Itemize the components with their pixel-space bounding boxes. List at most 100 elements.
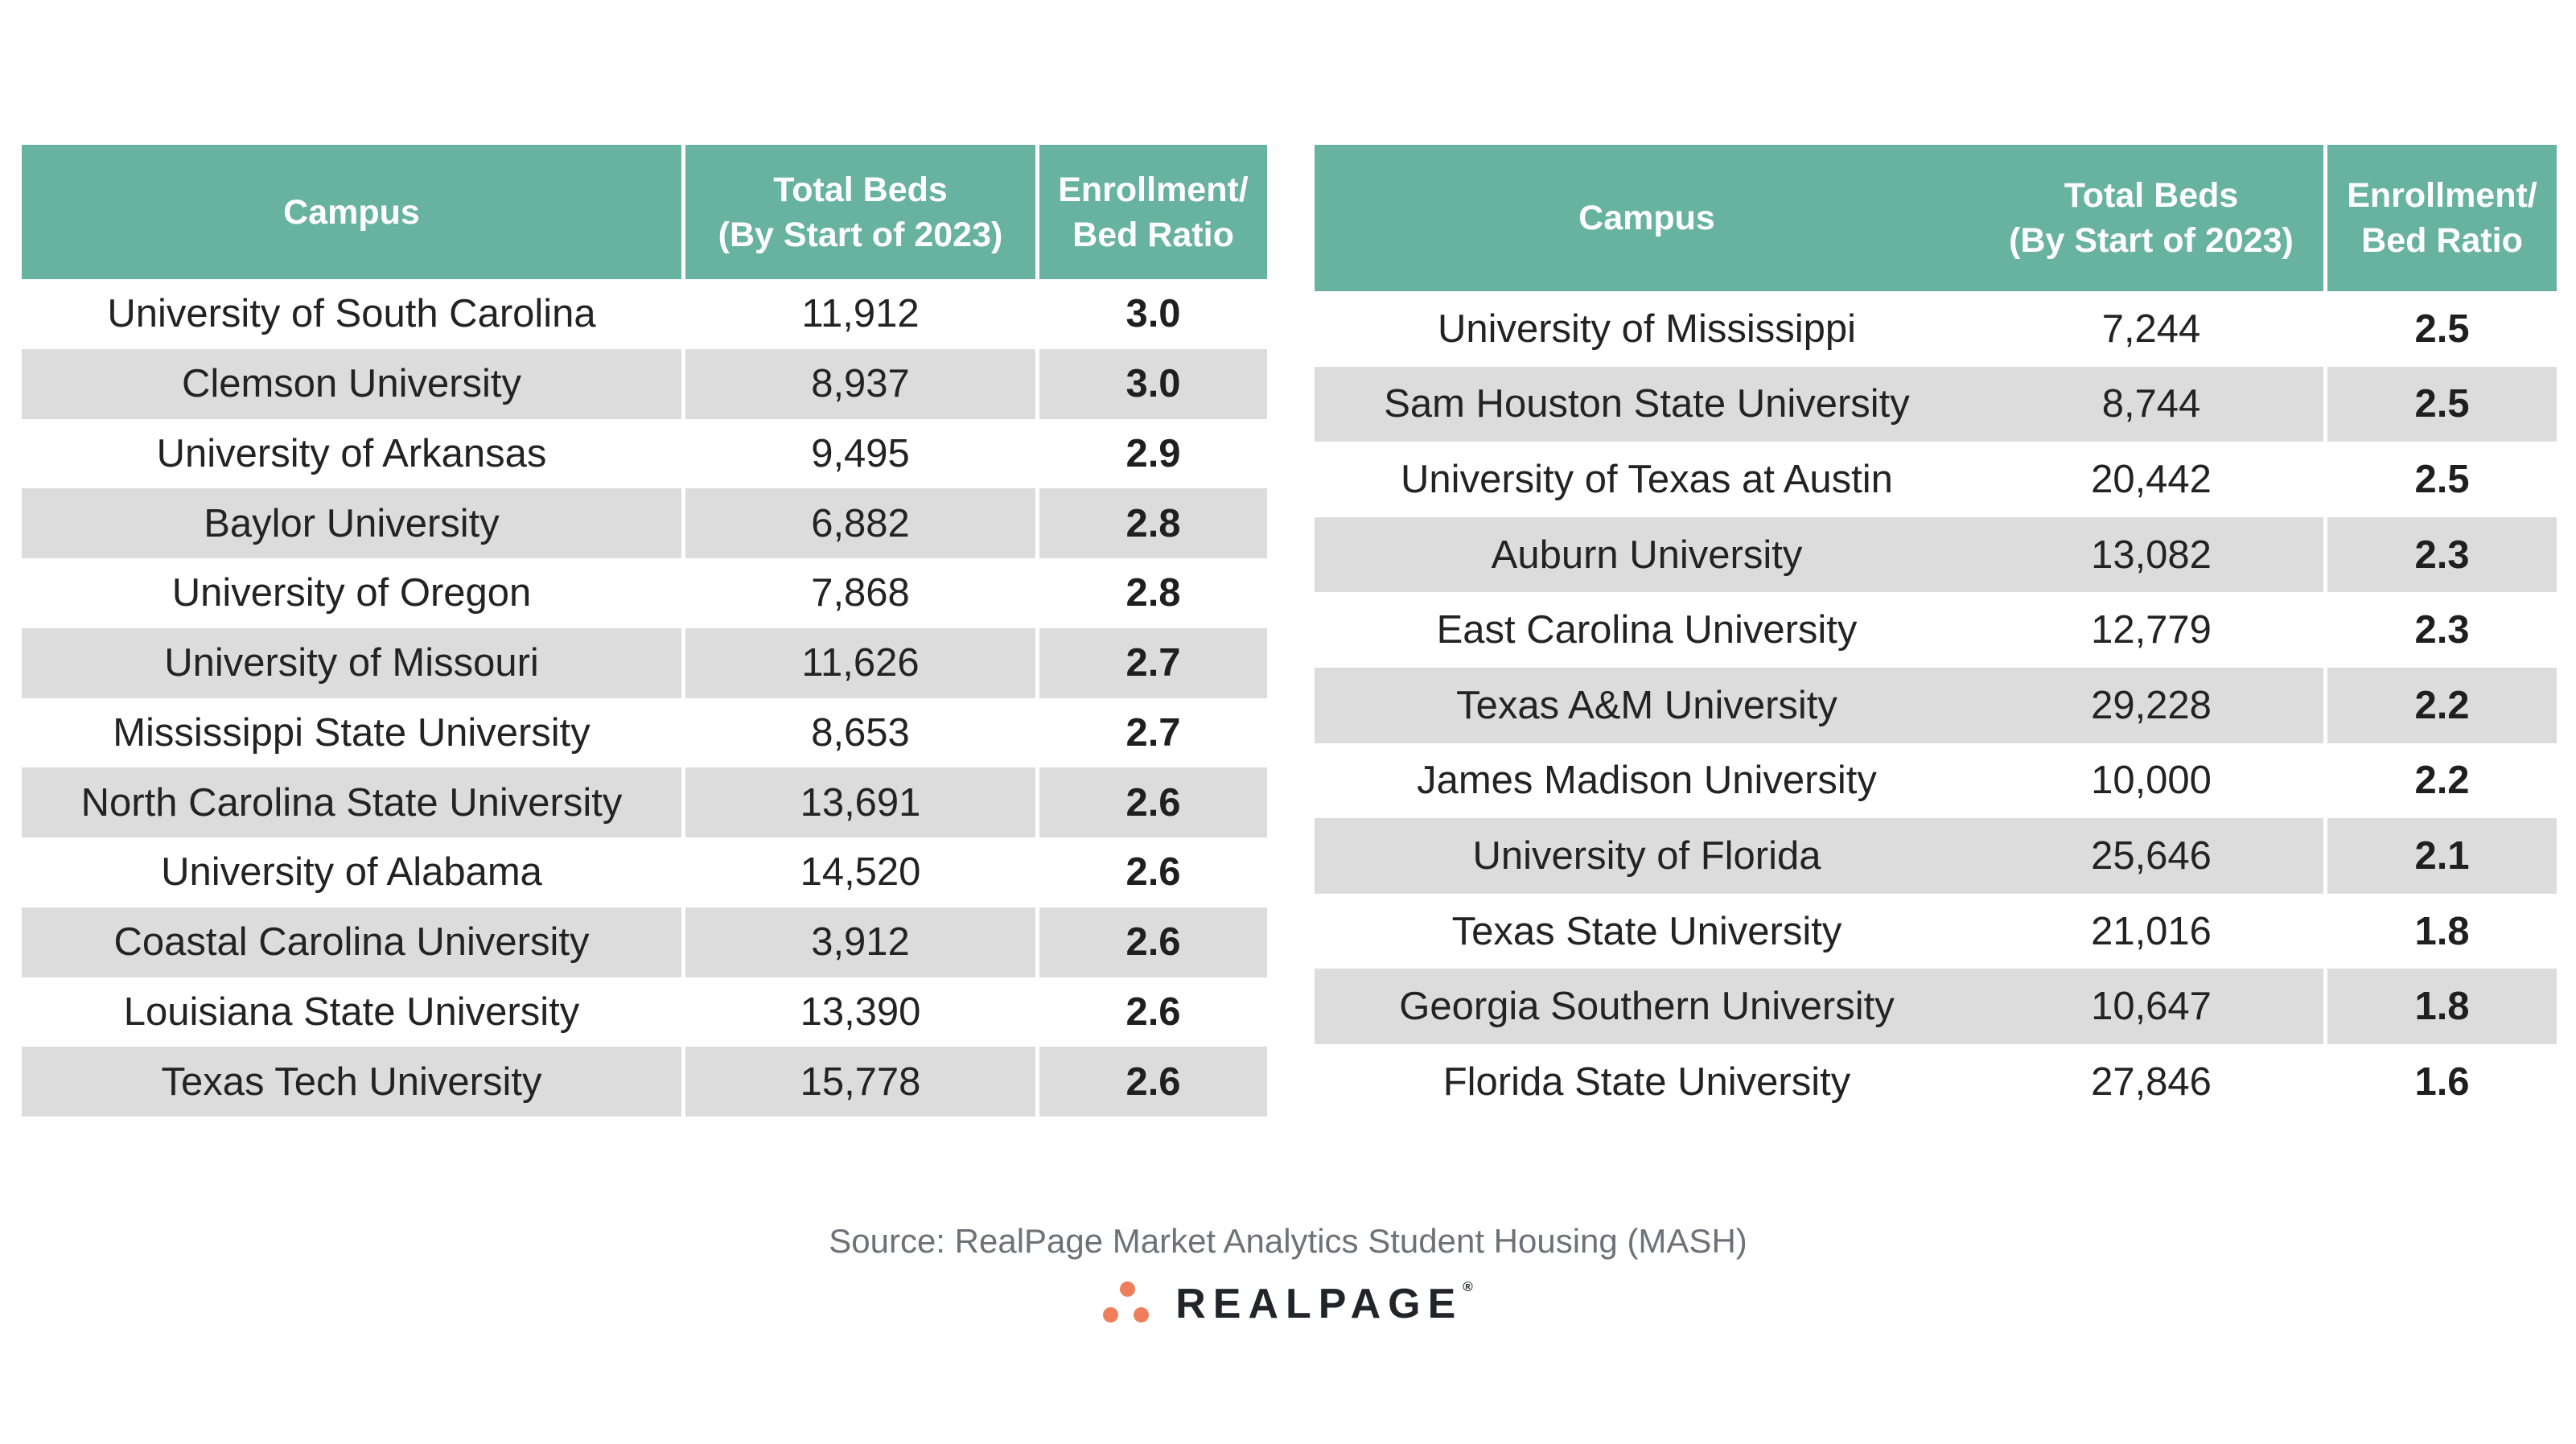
enrollment-bed-ratio-cell: 2.6 [1035,837,1267,907]
table-row: Sam Houston State University 8,744 2.5 [1315,366,2557,442]
table-body: University of South Carolina 11,912 3.0 … [22,279,1267,1117]
campus-cell: University of South Carolina [107,292,596,336]
enrollment-bed-ratio-cell: 3.0 [1035,279,1267,349]
enrollment-bed-ratio-cell: 2.2 [2323,743,2557,819]
header-label-line2: (By Start of 2023) [718,215,1003,254]
enrollment-bed-ratio-cell: 2.7 [1035,697,1267,768]
campus-cell: University of Florida [1472,833,1821,878]
column-header-enrollment-bed-ratio: Enrollment/ Bed Ratio [1035,145,1267,279]
logo-dot-bottom-left [1103,1307,1119,1323]
campus-cell: University of Oregon [171,571,532,615]
registered-trademark-symbol: ® [1463,1279,1473,1294]
column-header-enrollment-bed-ratio: Enrollment/ Bed Ratio [2323,145,2557,291]
realpage-logo: REALPAGE® [0,1276,2576,1332]
enrollment-bed-ratio-cell: 3.0 [1035,348,1267,419]
total-beds-cell: 14,520 [681,837,1035,907]
table-header-row: Campus Total Beds (By Start of 2023) Enr… [22,145,1267,279]
campus-cell: University of Texas at Austin [1401,457,1893,501]
total-beds-cell: 8,744 [2101,382,2201,426]
campus-cell: University of Arkansas [156,431,547,475]
total-beds-cell: 7,868 [681,558,1035,628]
total-beds-cell: 21,016 [2091,909,2212,953]
campus-beds-table-right: Campus Total Beds (By Start of 2023) Enr… [1315,145,2557,1120]
header-label-line1: Enrollment/ [2347,176,2537,215]
table-row: Louisiana State University 13,390 2.6 [22,977,1267,1047]
campus-cell: University of Mississippi [1437,306,1857,351]
table-row: University of Alabama 14,520 2.6 [22,837,1267,907]
enrollment-bed-ratio-cell: 2.6 [1035,907,1267,977]
campus-cell: James Madison University [1417,759,1877,803]
enrollment-bed-ratio-cell: 2.3 [2323,592,2557,668]
table-row: University of Missouri 11,626 2.7 [22,627,1267,698]
campus-cell: Georgia Southern University [1399,985,1895,1029]
campus-cell: Sam Houston State University [1384,382,1910,426]
total-beds-cell: 3,912 [681,907,1035,977]
table-row: North Carolina State University 13,691 2… [22,767,1267,837]
table-row: Clemson University 8,937 3.0 [22,348,1267,419]
total-beds-cell: 11,912 [681,279,1035,349]
table-row: University of Florida 25,646 2.1 [1315,818,2557,894]
total-beds-cell: 9,495 [681,418,1035,489]
logo-dot-top [1120,1281,1136,1297]
enrollment-bed-ratio-cell: 2.9 [1035,418,1267,489]
table-row: University of Texas at Austin 20,442 2.5 [1315,442,2557,517]
table-row: Texas Tech University 15,778 2.6 [22,1047,1267,1117]
campus-cell: University of Missouri [164,641,539,685]
header-label-line2: (By Start of 2023) [2009,221,2294,260]
table-row: Mississippi State University 8,653 2.7 [22,697,1267,768]
campus-cell: Clemson University [181,362,522,406]
enrollment-bed-ratio-cell: 1.8 [2323,893,2557,969]
enrollment-bed-ratio-cell: 1.6 [2323,1043,2557,1120]
table-body: University of Mississippi 7,244 2.5 Sam … [1315,291,2557,1120]
enrollment-bed-ratio-cell: 2.8 [1035,488,1267,558]
campus-cell: Auburn University [1491,533,1803,577]
campus-cell: Texas State University [1451,909,1842,953]
header-label-line1: Total Beds [2064,176,2239,215]
total-beds-cell: 25,646 [2091,833,2212,878]
realpage-dots-icon [1103,1280,1154,1328]
campus-cell: University of Alabama [161,850,542,895]
table-row: University of Arkansas 9,495 2.9 [22,418,1267,489]
logo-text: REALPAGE [1175,1281,1463,1327]
total-beds-cell: 13,390 [681,977,1035,1047]
campus-cell: Baylor University [204,501,500,545]
enrollment-bed-ratio-cell: 2.7 [1035,627,1267,698]
table-row: Texas A&M University 29,228 2.2 [1315,667,2557,743]
campus-beds-table-left: Campus Total Beds (By Start of 2023) Enr… [22,145,1267,1117]
enrollment-bed-ratio-cell: 2.2 [2323,667,2557,743]
enrollment-bed-ratio-cell: 2.6 [1035,977,1267,1047]
table-header-row: Campus Total Beds (By Start of 2023) Enr… [1315,145,2557,291]
table-row: Texas State University 21,016 1.8 [1315,893,2557,969]
header-label: Campus [1578,199,1715,237]
enrollment-bed-ratio-cell: 2.5 [2323,291,2557,367]
column-header-total-beds: Total Beds (By Start of 2023) [1979,145,2323,291]
table-row: Baylor University 6,882 2.8 [22,488,1267,558]
total-beds-cell: 20,442 [2091,457,2212,501]
total-beds-cell: 8,653 [681,697,1035,768]
header-label-line2: Bed Ratio [2361,221,2523,260]
logo-wordmark: REALPAGE® [1175,1280,1473,1327]
total-beds-cell: 15,778 [681,1047,1035,1117]
campus-cell: Florida State University [1442,1059,1851,1104]
campus-cell: Mississippi State University [113,710,591,755]
enrollment-bed-ratio-cell: 2.6 [1035,767,1267,837]
total-beds-cell: 7,244 [2101,306,2201,351]
enrollment-bed-ratio-cell: 2.1 [2323,818,2557,894]
source-attribution: Source: RealPage Market Analytics Studen… [829,1222,1747,1260]
column-header-campus: Campus [22,145,681,279]
table-row: Auburn University 13,082 2.3 [1315,516,2557,593]
logo-dot-bottom-right [1134,1307,1150,1323]
table-row: Florida State University 27,846 1.6 [1315,1043,2557,1120]
campus-cell: East Carolina University [1436,608,1858,652]
total-beds-cell: 13,691 [681,767,1035,837]
total-beds-cell: 27,846 [2091,1059,2212,1104]
table-row: Georgia Southern University 10,647 1.8 [1315,969,2557,1044]
enrollment-bed-ratio-cell: 2.3 [2323,516,2557,593]
table-row: University of Mississippi 7,244 2.5 [1315,291,2557,367]
campus-cell: Texas Tech University [161,1059,542,1104]
enrollment-bed-ratio-cell: 2.6 [1035,1047,1267,1117]
total-beds-cell: 13,082 [2091,533,2212,577]
total-beds-cell: 8,937 [681,348,1035,419]
total-beds-cell: 10,647 [2091,985,2212,1029]
